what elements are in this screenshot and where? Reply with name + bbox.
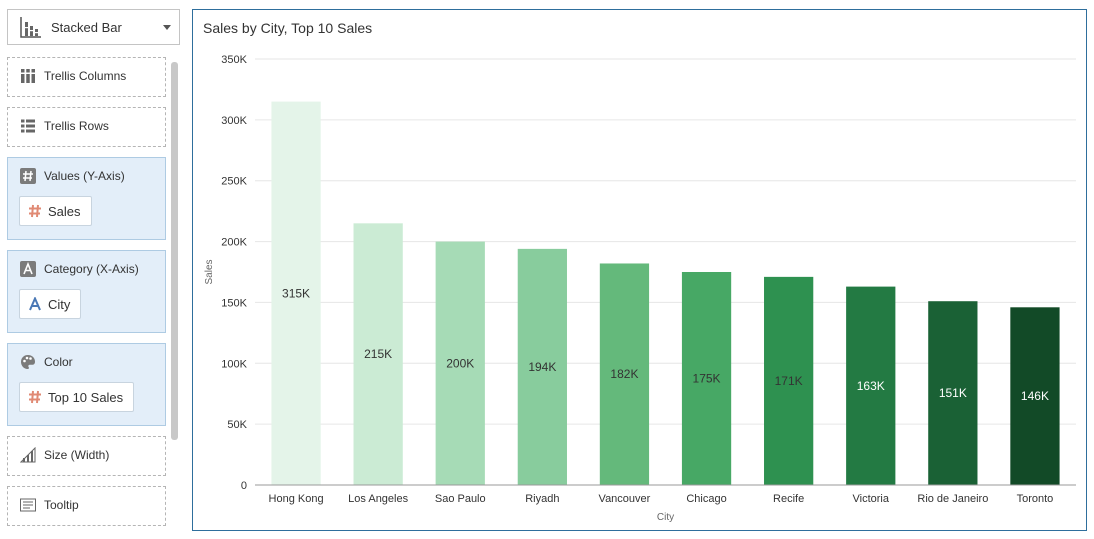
y-tick-label: 250K xyxy=(221,176,247,188)
tooltip-label: Tooltip xyxy=(44,498,79,512)
x-tick-label: Los Angeles xyxy=(348,493,408,505)
trellis-rows-label: Trellis Rows xyxy=(44,119,109,133)
x-tick-label: Recife xyxy=(773,493,804,505)
y-tick-label: 350K xyxy=(221,54,247,66)
data-label: 315K xyxy=(282,286,310,300)
y-tick-label: 100K xyxy=(221,358,247,370)
category-x-axis-label: Category (X-Axis) xyxy=(44,262,139,276)
bar xyxy=(271,101,321,485)
x-axis-label: City xyxy=(657,512,674,523)
palette-icon xyxy=(20,354,36,370)
y-tick-label: 50K xyxy=(227,419,247,431)
values-y-axis-well[interactable]: Values (Y-Axis) Sales xyxy=(7,157,166,240)
bar xyxy=(435,241,485,485)
trellis-rows-well[interactable]: Trellis Rows xyxy=(7,107,166,147)
x-tick-label: Chicago xyxy=(686,493,726,505)
sales-chip[interactable]: Sales xyxy=(19,196,92,226)
data-label: 194K xyxy=(528,360,556,374)
y-axis-label: Sales xyxy=(204,259,215,284)
sales-chip-label: Sales xyxy=(48,203,81,219)
size-width-label: Size (Width) xyxy=(44,448,110,462)
trellis-columns-label: Trellis Columns xyxy=(44,69,127,83)
x-tick-label: Victoria xyxy=(853,493,890,505)
x-tick-label: Hong Kong xyxy=(269,493,324,505)
wells-scrollbar[interactable] xyxy=(171,62,178,440)
data-label: 182K xyxy=(610,367,638,381)
tooltip-well[interactable]: Tooltip xyxy=(7,486,166,526)
measure-icon xyxy=(28,390,42,404)
bar xyxy=(517,248,567,485)
chart-type-label: Stacked Bar xyxy=(51,19,122,35)
trellis-rows-icon xyxy=(20,118,36,134)
data-label: 175K xyxy=(693,372,721,386)
bar xyxy=(681,272,732,485)
x-tick-label: Sao Paulo xyxy=(435,493,486,505)
y-tick-label: 300K xyxy=(221,115,247,127)
y-tick-label: 200K xyxy=(221,237,247,249)
trellis-columns-icon xyxy=(20,68,36,84)
city-chip-label: City xyxy=(48,296,71,312)
size-width-well[interactable]: Size (Width) xyxy=(7,436,166,476)
data-label: 151K xyxy=(939,386,967,400)
bar xyxy=(353,223,403,486)
values-y-axis-label: Values (Y-Axis) xyxy=(44,169,125,183)
color-label: Color xyxy=(44,355,73,369)
data-label: 215K xyxy=(364,347,392,361)
x-tick-label: Vancouver xyxy=(599,493,651,505)
x-tick-label: Toronto xyxy=(1017,493,1054,505)
chart-type-dropdown[interactable]: Stacked Bar xyxy=(7,9,180,45)
trellis-columns-well[interactable]: Trellis Columns xyxy=(7,57,166,97)
data-label: 146K xyxy=(1021,389,1049,403)
chart-panel[interactable]: Sales by City, Top 10 Sales 0 50K 100K 150K… xyxy=(192,9,1087,531)
top-10-sales-chip-label: Top 10 Sales xyxy=(48,389,124,405)
attribute-icon xyxy=(20,261,36,277)
y-tick-label: 0 xyxy=(241,480,247,492)
y-tick-label: 150K xyxy=(221,297,247,309)
x-tick-label: Riyadh xyxy=(525,493,559,505)
bar xyxy=(846,286,896,485)
category-x-axis-well[interactable]: Category (X-Axis) City xyxy=(7,250,166,333)
attribute-icon xyxy=(28,297,42,311)
bar xyxy=(1010,307,1060,485)
bar xyxy=(599,263,650,485)
color-well[interactable]: Color Top 10 Sales xyxy=(7,343,166,426)
measure-icon xyxy=(28,204,42,218)
data-label: 200K xyxy=(446,356,474,370)
city-chip[interactable]: City xyxy=(19,289,82,319)
stacked-bar-icon xyxy=(20,17,41,38)
chevron-down-icon[interactable] xyxy=(163,25,171,30)
chart-title: Sales by City, Top 10 Sales xyxy=(203,20,373,36)
bar xyxy=(764,276,814,485)
hash-icon xyxy=(20,168,36,184)
size-icon xyxy=(20,447,36,463)
tooltip-icon xyxy=(20,497,36,513)
data-label: 163K xyxy=(857,379,885,393)
x-tick-label: Rio de Janeiro xyxy=(917,493,988,505)
data-label: 171K xyxy=(775,374,803,388)
bar xyxy=(928,301,978,485)
top-10-sales-chip[interactable]: Top 10 Sales xyxy=(19,382,135,412)
bar-chart: 0 50K 100K 150K 200K 250K 300K 350K Sales 315K Hon… xyxy=(204,54,1076,523)
